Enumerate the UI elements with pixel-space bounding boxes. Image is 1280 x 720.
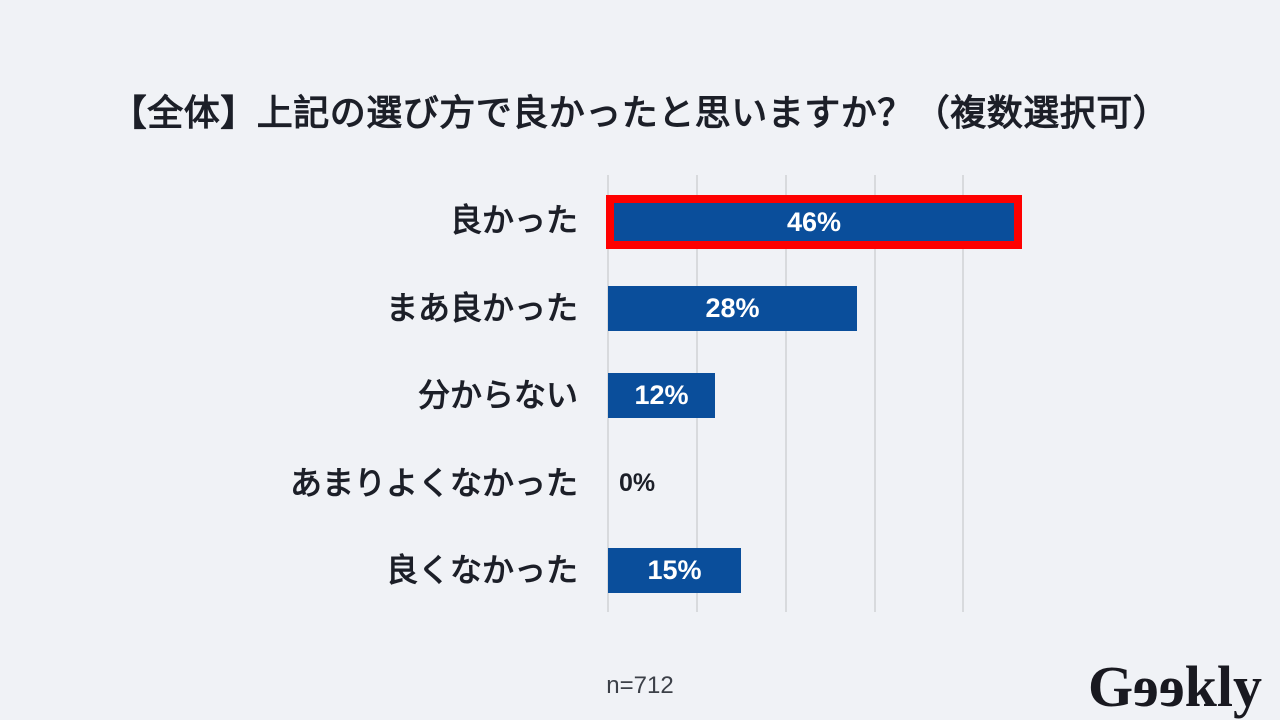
bar-maa-yokatta: 28%: [608, 286, 857, 331]
logo-reversed-e-icon: e: [1133, 654, 1159, 719]
gridline-30pct: [874, 175, 876, 612]
category-label-yokatta: 良かった: [449, 202, 578, 238]
logo-letter-g: G: [1088, 654, 1134, 719]
bar-yokunakatta: 15%: [608, 548, 741, 593]
bar-value-label: 12%: [634, 380, 689, 410]
bar-yokatta-highlighted: 46%: [606, 195, 1022, 249]
logo-letters-kly: kly: [1184, 654, 1262, 719]
chart-title: 【全体】上記の選び方で良かったと思いますか？（複数選択可）: [110, 92, 1170, 133]
gridline-40pct: [962, 175, 964, 612]
category-label-maa-yokatta: まあ良かった: [385, 290, 578, 326]
logo-reversed-e-icon: e: [1158, 654, 1185, 719]
bar-value-label-zero: 0%: [619, 469, 656, 497]
category-label-amari-yokunakatta: あまりよくなかった: [289, 465, 578, 501]
gridline-20pct: [785, 175, 787, 612]
sample-size: n=712: [606, 672, 674, 699]
bar-value-label: 28%: [705, 293, 760, 323]
bar-wakaranai: 12%: [608, 373, 715, 418]
category-label-wakaranai: 分からない: [417, 377, 578, 413]
geekly-logo: Geekly: [1088, 654, 1262, 719]
category-label-yokunakatta: 良くなかった: [385, 552, 578, 588]
bar-value-label: 46%: [786, 207, 842, 237]
bar-value-label: 15%: [647, 555, 702, 585]
